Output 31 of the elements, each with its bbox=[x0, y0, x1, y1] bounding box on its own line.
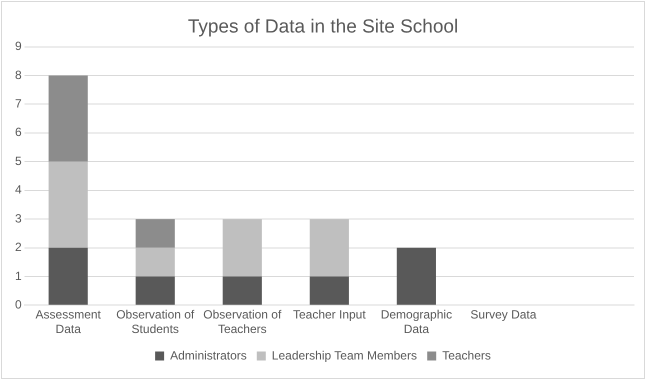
chart-title: Types of Data in the Site School bbox=[188, 16, 458, 38]
y-tick-label: 6 bbox=[14, 125, 22, 140]
y-tick-label: 4 bbox=[14, 182, 22, 197]
x-tick-label: Teacher Input bbox=[292, 308, 366, 322]
bar bbox=[48, 248, 88, 305]
bar bbox=[48, 162, 88, 248]
y-tick-label: 5 bbox=[14, 154, 22, 168]
bar bbox=[222, 219, 262, 276]
legend-label: Administrators bbox=[170, 348, 247, 362]
bar bbox=[310, 276, 349, 305]
legend-label: Leadership Team Members bbox=[272, 348, 417, 362]
bar bbox=[136, 276, 175, 305]
x-tick-label: Observation of Students bbox=[116, 308, 195, 336]
bar bbox=[48, 76, 88, 162]
y-tick-label: 7 bbox=[14, 96, 22, 111]
x-tick-label: Survey Data bbox=[470, 308, 537, 322]
y-tick-label: 8 bbox=[14, 68, 22, 82]
x-tick-label: Observation of Teachers bbox=[203, 308, 282, 336]
bar bbox=[310, 219, 349, 276]
y-tick-label: 0 bbox=[14, 298, 22, 312]
legend-label: Teachers bbox=[442, 348, 491, 362]
x-tick-label: Demographic Data bbox=[380, 308, 452, 336]
y-tick-label: 9 bbox=[14, 39, 22, 54]
y-tick-label: 2 bbox=[14, 240, 22, 254]
y-tick-label: 3 bbox=[14, 211, 22, 226]
bar bbox=[222, 276, 262, 305]
x-tick-label: Assessment Data bbox=[36, 308, 102, 336]
bar bbox=[136, 248, 175, 276]
bar bbox=[396, 248, 436, 305]
y-tick-label: 1 bbox=[14, 268, 22, 283]
bar bbox=[136, 219, 175, 248]
